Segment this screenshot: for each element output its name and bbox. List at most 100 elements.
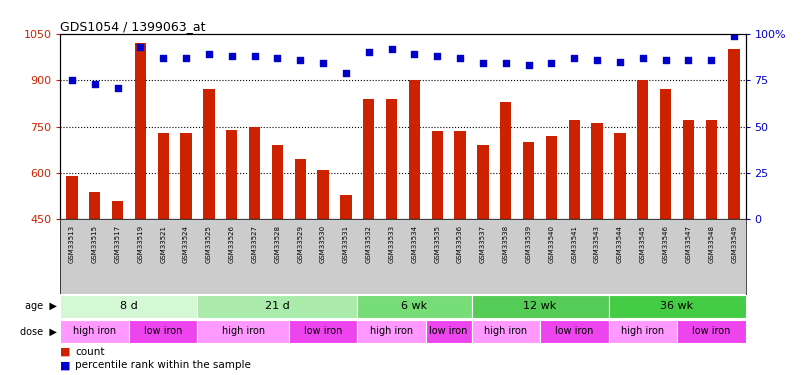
Text: high iron: high iron	[222, 326, 264, 336]
Bar	[677, 320, 746, 343]
Text: GSM33515: GSM33515	[92, 225, 98, 263]
Point	[408, 51, 421, 57]
Bar	[226, 130, 238, 219]
Point	[567, 55, 580, 61]
Text: GSM33528: GSM33528	[274, 225, 280, 263]
Text: GSM33513: GSM33513	[69, 225, 75, 264]
Text: GSM33543: GSM33543	[594, 225, 600, 263]
Text: GSM33541: GSM33541	[571, 225, 577, 263]
Bar	[289, 320, 357, 343]
Bar	[455, 131, 466, 219]
Text: GSM33545: GSM33545	[640, 225, 646, 263]
Point	[682, 57, 695, 63]
Bar	[135, 43, 146, 219]
Bar	[386, 99, 397, 219]
Point	[339, 70, 352, 76]
Bar	[660, 89, 671, 219]
Bar	[431, 131, 443, 219]
Point	[454, 55, 467, 61]
Bar	[129, 320, 197, 343]
Bar	[66, 176, 77, 219]
Text: low iron: low iron	[430, 326, 467, 336]
Point	[225, 53, 239, 59]
Point	[88, 81, 101, 87]
Bar	[592, 123, 603, 219]
Bar	[609, 295, 746, 318]
Text: GSM33530: GSM33530	[320, 225, 326, 264]
Point	[271, 55, 284, 61]
Text: GSM33517: GSM33517	[114, 225, 121, 264]
Bar	[60, 320, 129, 343]
Text: GDS1054 / 1399063_at: GDS1054 / 1399063_at	[60, 20, 206, 33]
Text: GSM33537: GSM33537	[480, 225, 486, 264]
Point	[545, 60, 558, 66]
Bar	[705, 120, 717, 219]
Text: GSM33531: GSM33531	[343, 225, 349, 264]
Text: 12 wk: 12 wk	[523, 301, 557, 311]
Text: ■: ■	[60, 347, 71, 357]
Bar	[609, 320, 677, 343]
Text: GSM33540: GSM33540	[548, 225, 555, 263]
Bar	[409, 80, 420, 219]
Text: 21 d: 21 d	[265, 301, 290, 311]
Point	[111, 85, 124, 91]
Point	[293, 57, 306, 63]
Text: GSM33546: GSM33546	[663, 225, 669, 263]
Text: GSM33533: GSM33533	[388, 225, 395, 264]
Bar	[272, 145, 283, 219]
Bar	[729, 49, 740, 219]
Bar	[294, 159, 306, 219]
Text: GSM33548: GSM33548	[708, 225, 714, 263]
Text: low iron: low iron	[692, 326, 730, 336]
Bar	[197, 295, 357, 318]
Text: GSM33544: GSM33544	[617, 225, 623, 263]
Bar	[357, 320, 426, 343]
Bar	[472, 320, 540, 343]
Bar	[500, 102, 512, 219]
Text: GSM33534: GSM33534	[411, 225, 418, 263]
Point	[156, 55, 169, 61]
Text: low iron: low iron	[304, 326, 343, 336]
Point	[317, 60, 330, 66]
Bar	[637, 80, 649, 219]
Text: 36 wk: 36 wk	[660, 301, 694, 311]
Point	[659, 57, 672, 63]
Text: GSM33519: GSM33519	[137, 225, 143, 264]
Text: GSM33527: GSM33527	[251, 225, 258, 263]
Point	[202, 51, 215, 57]
Bar	[197, 320, 289, 343]
Text: high iron: high iron	[621, 326, 664, 336]
Text: 6 wk: 6 wk	[401, 301, 427, 311]
Text: GSM33532: GSM33532	[366, 225, 372, 263]
Bar	[89, 192, 101, 219]
Text: count: count	[75, 347, 105, 357]
Bar	[546, 136, 557, 219]
Text: GSM33521: GSM33521	[160, 225, 166, 263]
Text: high iron: high iron	[73, 326, 116, 336]
Text: low iron: low iron	[144, 326, 182, 336]
Text: GSM33529: GSM33529	[297, 225, 303, 263]
Text: GSM33547: GSM33547	[685, 225, 692, 263]
Bar	[472, 295, 609, 318]
Bar	[181, 133, 192, 219]
Point	[134, 44, 147, 50]
Bar	[203, 89, 214, 219]
Text: percentile rank within the sample: percentile rank within the sample	[75, 360, 251, 370]
Text: GSM33535: GSM33535	[434, 225, 440, 263]
Bar	[477, 145, 488, 219]
Text: GSM33526: GSM33526	[229, 225, 235, 263]
Text: 8 d: 8 d	[120, 301, 138, 311]
Point	[613, 58, 626, 64]
Text: GSM33539: GSM33539	[526, 225, 532, 264]
Point	[591, 57, 604, 63]
Text: high iron: high iron	[370, 326, 413, 336]
Bar	[683, 120, 694, 219]
Point	[522, 62, 535, 68]
Text: low iron: low iron	[555, 326, 593, 336]
Text: GSM33549: GSM33549	[731, 225, 737, 263]
Point	[704, 57, 717, 63]
Bar	[540, 320, 609, 343]
Text: age  ▶: age ▶	[24, 301, 56, 311]
Point	[499, 60, 513, 66]
Point	[385, 46, 398, 52]
